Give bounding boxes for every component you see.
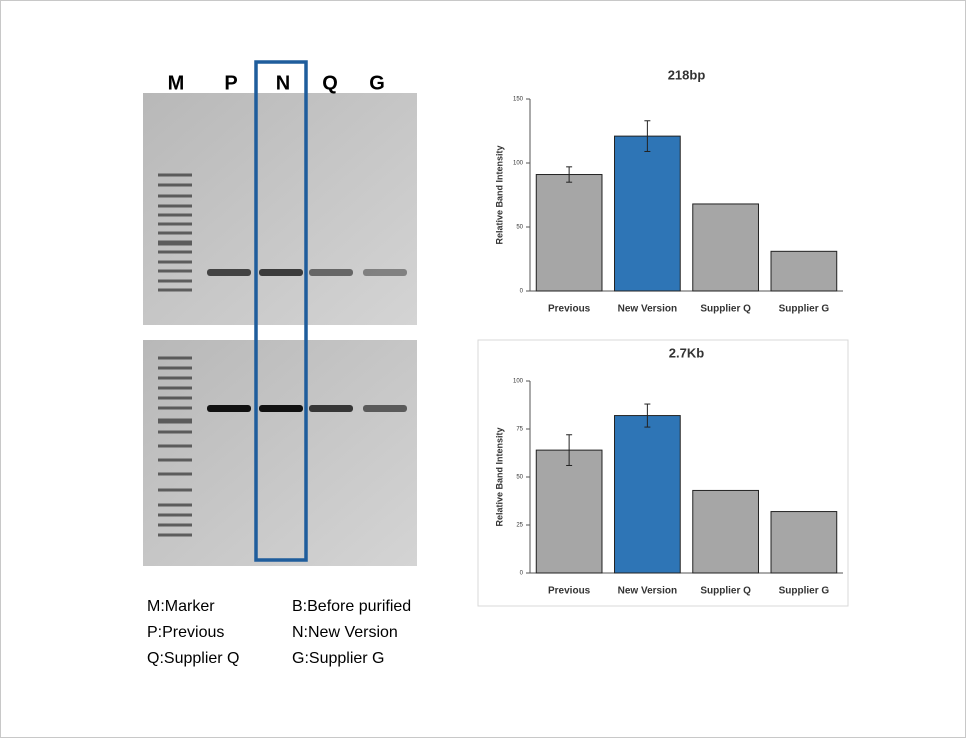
sample-band xyxy=(207,269,251,276)
bar xyxy=(770,511,838,574)
bar xyxy=(770,250,838,292)
ladder-band xyxy=(158,183,192,187)
gel-top xyxy=(143,93,417,325)
ladder-band xyxy=(158,458,192,462)
ladder-band xyxy=(158,533,192,537)
ladder-band xyxy=(158,250,192,254)
bar xyxy=(692,489,759,574)
gel-legend: Q:Supplier Q xyxy=(147,650,239,667)
ladder-band xyxy=(158,231,192,235)
bar xyxy=(535,449,603,574)
bar xyxy=(535,174,603,292)
gel-legend: B:Before purified xyxy=(292,598,411,615)
lane-label: Q xyxy=(322,72,338,94)
y-tick-label: 25 xyxy=(516,523,523,529)
y-axis-label: Relative Band Intensity xyxy=(494,145,504,244)
ladder-band xyxy=(158,173,192,177)
y-tick-label: 0 xyxy=(520,571,524,577)
bar xyxy=(614,135,681,292)
ladder-band xyxy=(158,288,192,292)
y-tick-label: 75 xyxy=(516,427,523,433)
lane-label: N xyxy=(276,72,290,94)
ladder-band xyxy=(158,488,192,492)
sample-band xyxy=(259,269,303,276)
ladder-band xyxy=(158,240,192,246)
bar xyxy=(692,203,759,292)
x-tick-label: Supplier G xyxy=(779,586,830,597)
error-bar xyxy=(566,166,573,183)
chart-panel xyxy=(477,339,849,607)
ladder-band xyxy=(158,396,192,400)
lane-label: M xyxy=(168,72,185,94)
y-tick-label: 0 xyxy=(520,289,524,295)
x-tick-label: Previous xyxy=(548,304,591,315)
error-bar xyxy=(566,434,573,466)
gel-legend: P:Previous xyxy=(147,624,224,641)
ladder-band xyxy=(158,513,192,517)
y-axis-label: Relative Band Intensity xyxy=(494,427,504,526)
x-tick-label: Supplier Q xyxy=(700,304,751,315)
y-tick-label: 150 xyxy=(513,97,524,103)
error-bar xyxy=(644,120,651,152)
ladder-band xyxy=(158,194,192,198)
ladder-band xyxy=(158,523,192,527)
sample-band xyxy=(259,405,303,412)
gel-bands xyxy=(158,173,407,537)
y-tick-label: 50 xyxy=(516,475,523,481)
lane-label: P xyxy=(224,72,237,94)
highlight-box xyxy=(254,60,308,562)
ladder-band xyxy=(158,444,192,448)
ladder-band xyxy=(158,472,192,476)
chart-title: 218bp xyxy=(668,67,706,82)
ladder-band xyxy=(158,366,192,370)
ladder-band xyxy=(158,418,192,424)
error-bar xyxy=(644,403,651,428)
sample-band xyxy=(207,405,251,412)
lane-label: G xyxy=(369,72,385,94)
gel-legend: M:Marker xyxy=(147,598,215,615)
ladder-band xyxy=(158,386,192,390)
gel-legend: G:Supplier G xyxy=(292,650,384,667)
x-tick-label: Supplier G xyxy=(779,304,830,315)
x-tick-label: New Version xyxy=(618,586,677,597)
ladder-band xyxy=(158,204,192,208)
ladder-band xyxy=(158,503,192,507)
gel-bottom xyxy=(143,340,417,566)
ladder-band xyxy=(158,430,192,434)
x-tick-label: New Version xyxy=(618,304,677,315)
sample-band xyxy=(363,405,407,412)
ladder-band xyxy=(158,222,192,226)
ladder-band xyxy=(158,356,192,360)
ladder-band xyxy=(158,406,192,410)
bar xyxy=(614,415,681,574)
sample-band xyxy=(309,269,353,276)
y-tick-label: 50 xyxy=(516,225,523,231)
sample-band xyxy=(363,269,407,276)
x-tick-label: Supplier Q xyxy=(700,586,751,597)
ladder-band xyxy=(158,279,192,283)
x-tick-label: Previous xyxy=(548,586,591,597)
sample-band xyxy=(309,405,353,412)
chart-title: 2.7Kb xyxy=(669,345,704,360)
ladder-band xyxy=(158,260,192,264)
ladder-band xyxy=(158,269,192,273)
ladder-band xyxy=(158,376,192,380)
gel-legend: N:New Version xyxy=(292,624,398,641)
y-tick-label: 100 xyxy=(513,379,524,385)
ladder-band xyxy=(158,213,192,217)
y-tick-label: 100 xyxy=(513,161,524,167)
